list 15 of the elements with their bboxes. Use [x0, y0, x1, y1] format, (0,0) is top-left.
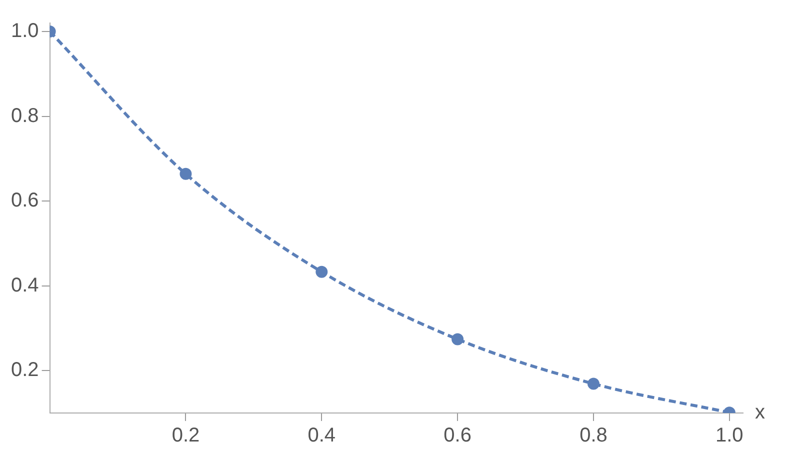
y-tick-label: 0.4 [10, 274, 39, 296]
x-tick-label: 0.8 [580, 424, 608, 447]
point [316, 266, 328, 278]
y-tick-label: 0.6 [10, 190, 39, 212]
point [452, 333, 464, 346]
y-tick-label: 0.2 [10, 359, 39, 382]
x-tick-label: 1.0 [716, 424, 744, 447]
x-axis-title: x [755, 402, 765, 424]
point [180, 168, 192, 180]
point [587, 378, 600, 390]
x-tick-label: 0.4 [308, 424, 336, 447]
y-tick-label: 0.8 [10, 104, 39, 127]
y-tick-label: 1.0 [10, 20, 39, 42]
x-tick-label: 0.2 [172, 424, 200, 447]
x-tick-label: 0.6 [444, 424, 472, 447]
